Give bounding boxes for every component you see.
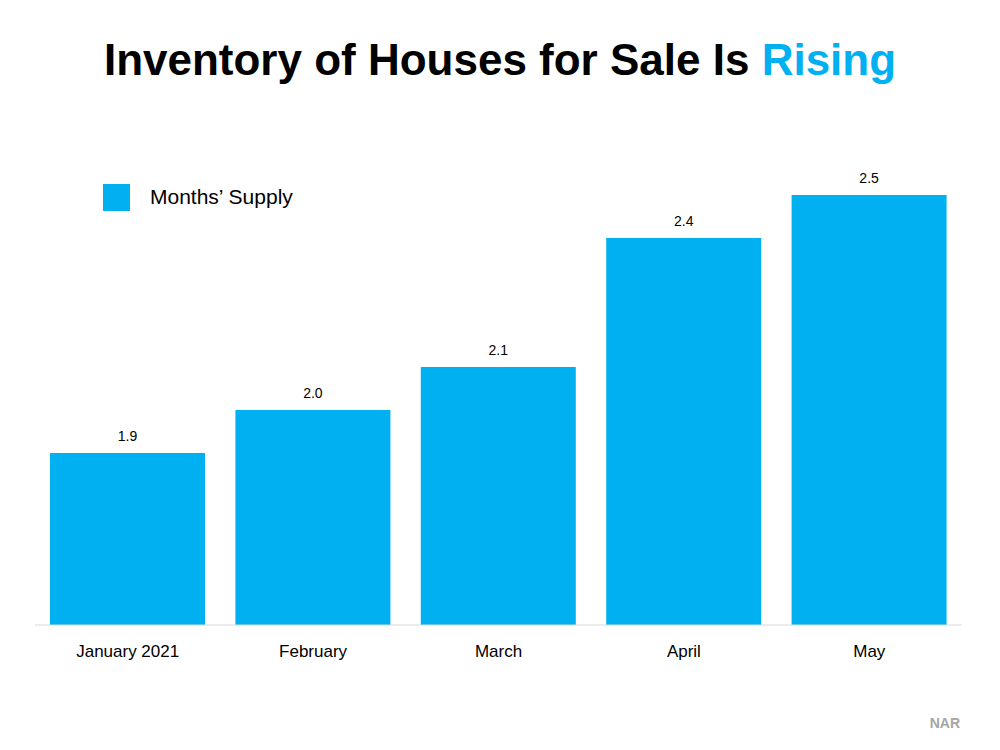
svg-text:March: March	[475, 642, 522, 661]
svg-text:1.9: 1.9	[118, 428, 138, 444]
html-text:Inventory of Houses for Sale I: Inventory of Houses for Sale Is Rising	[103, 35, 897, 84]
html-text:NAR: NAR	[929, 715, 960, 731]
svg-text:February: February	[279, 642, 348, 661]
html-text:Months’ Supply: Months’ Supply	[150, 185, 293, 208]
svg-text:2.5: 2.5	[859, 170, 879, 186]
svg-text:2.4: 2.4	[674, 213, 694, 229]
svg-text:2.1: 2.1	[489, 342, 509, 358]
svg-text:May: May	[853, 642, 886, 661]
svg-text:April: April	[667, 642, 701, 661]
svg-text:2.0: 2.0	[303, 385, 323, 401]
svg-text:January 2021: January 2021	[76, 642, 179, 661]
